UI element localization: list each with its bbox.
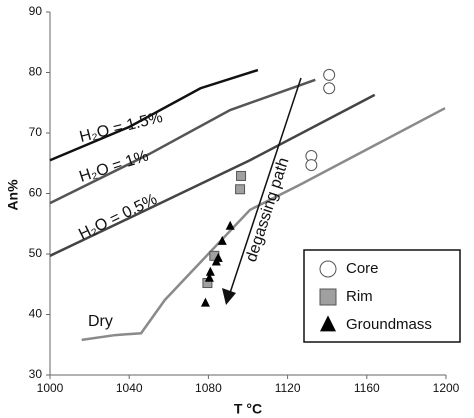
- legend-marker: [319, 260, 337, 278]
- point: [205, 266, 215, 276]
- point: [211, 256, 221, 266]
- x-tick-label: 1000: [37, 381, 64, 395]
- point: [200, 297, 210, 307]
- point: [235, 184, 246, 195]
- point: [204, 272, 214, 282]
- x-tick-label: 1200: [433, 381, 460, 395]
- curve-label: Dry: [88, 313, 113, 330]
- legend-label: Groundmass: [346, 316, 432, 333]
- curve: [49, 78, 316, 205]
- curve: [49, 93, 376, 257]
- y-tick-label: 60: [29, 186, 43, 200]
- arrow: [229, 77, 302, 294]
- y-tick-label: 40: [29, 307, 43, 321]
- legend-label: Core: [346, 260, 379, 277]
- curve: [49, 68, 259, 162]
- point: [217, 235, 227, 245]
- curve: [81, 107, 446, 342]
- legend-label: Rim: [346, 288, 373, 305]
- point: [323, 68, 336, 81]
- y-axis-label: An%: [5, 179, 21, 211]
- arrow-head: [222, 288, 236, 305]
- point: [225, 220, 235, 230]
- y-tick-label: 70: [29, 125, 43, 139]
- x-tick-label: 1160: [354, 381, 380, 395]
- legend-marker: [320, 315, 336, 332]
- curve-label: H₂O = 0.5%: [76, 191, 160, 244]
- x-axis-label: T °C: [234, 401, 262, 417]
- y-tick-label: 90: [29, 4, 43, 18]
- point: [236, 170, 247, 181]
- point: [323, 82, 336, 95]
- legend-marker: [319, 288, 337, 306]
- x-tick-label: 1120: [275, 381, 301, 395]
- x-tick-label: 1040: [116, 381, 143, 395]
- y-tick-label: 50: [29, 246, 43, 260]
- curve-label: H₂O = 1%: [77, 148, 150, 186]
- x-tick-label: 1080: [195, 381, 222, 395]
- y-tick-label: 30: [29, 367, 43, 381]
- curve-label: H₂O = 1.5%: [78, 109, 165, 146]
- point: [305, 159, 318, 172]
- y-tick-label: 80: [29, 65, 43, 79]
